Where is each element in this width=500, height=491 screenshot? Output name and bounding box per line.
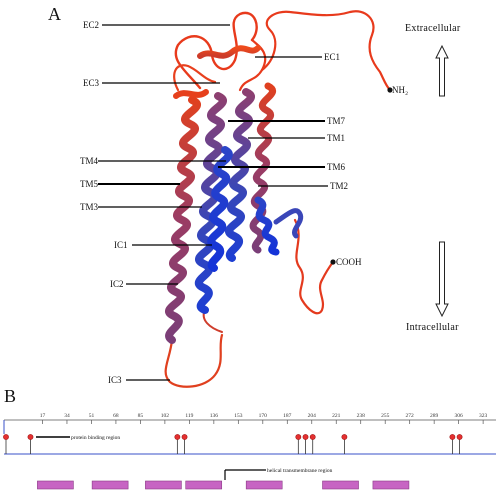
lollipop-marker <box>341 434 348 440</box>
tick-label: 102 <box>161 413 170 419</box>
label-cooh: COOH <box>336 257 362 267</box>
lollipop-marker <box>302 434 309 440</box>
helix-segment <box>245 480 283 490</box>
label-tm1: TM1 <box>327 133 345 143</box>
up-arrow-icon <box>435 44 449 97</box>
protein-binding-label: protein binding region <box>71 435 120 441</box>
tick-label: 85 <box>138 413 144 419</box>
tick-label: 238 <box>357 413 366 419</box>
label-tm2: TM2 <box>330 181 348 191</box>
lollipop-marker <box>181 434 188 440</box>
extracellular-label: Extracellular <box>405 23 461 34</box>
helix-segment <box>145 480 182 490</box>
helix-segment <box>372 480 410 490</box>
tick-label: 136 <box>210 413 219 419</box>
lollipop-marker <box>174 434 181 440</box>
tick-label: 119 <box>185 413 193 419</box>
panel-b-label: B <box>4 386 16 406</box>
tick-label: 272 <box>406 413 415 419</box>
tick-label: 204 <box>308 413 317 419</box>
label-ec1: EC1 <box>324 52 340 62</box>
label-ic1: IC1 <box>114 240 128 250</box>
helix-segment <box>91 480 129 490</box>
tick-label: 221 <box>332 413 341 419</box>
tick-label: 289 <box>430 413 439 419</box>
panel-b: B 17 34 51 68 85 102 119 136 153 170 187 204 221 238 2… <box>3 386 496 490</box>
tick-label: 187 <box>283 413 292 419</box>
lollipop-marker <box>449 434 456 440</box>
label-tm3: TM3 <box>80 202 99 212</box>
helix-segment <box>185 480 223 490</box>
tick-label: 255 <box>381 413 390 419</box>
label-nh2: NH₂ <box>392 85 408 95</box>
tick-label: 34 <box>64 413 70 419</box>
label-tm4: TM4 <box>80 156 99 166</box>
label-ec2: EC2 <box>83 20 99 30</box>
tick-label: 153 <box>234 413 243 419</box>
label-tm7: TM7 <box>327 116 346 126</box>
helix-segment <box>322 480 359 490</box>
intracellular-label: Intracellular <box>406 322 459 333</box>
label-tm5: TM5 <box>80 179 99 189</box>
panel-a-label: A <box>48 4 61 24</box>
tick-label: 17 <box>40 413 46 419</box>
label-ic3: IC3 <box>108 375 122 385</box>
tick-label: 68 <box>113 413 119 419</box>
helical-region-label: helical transmembrane region <box>267 468 333 474</box>
protein-structure <box>164 10 392 388</box>
lollipop-markers <box>3 434 463 454</box>
cooh-terminus-dot <box>330 259 336 265</box>
lollipop-marker <box>295 434 302 440</box>
tick-marks: 17 34 51 68 85 102 119 136 153 170 187 204 221 238 255… <box>40 413 488 424</box>
tick-label: 323 <box>479 413 488 419</box>
tick-label: 306 <box>455 413 464 419</box>
label-tm6: TM6 <box>327 162 346 172</box>
lollipop-marker <box>309 434 316 440</box>
helix-segment <box>37 480 74 490</box>
nh2-terminus-dot <box>387 87 393 93</box>
lollipop-marker <box>27 434 34 440</box>
label-ec3: EC3 <box>83 78 100 88</box>
tick-label: 51 <box>89 413 95 419</box>
lollipop-marker <box>3 434 9 440</box>
lollipop-marker <box>456 434 463 440</box>
down-arrow-icon <box>435 241 449 318</box>
panel-a: A <box>48 4 461 388</box>
tick-label: 170 <box>259 413 268 419</box>
leader-lines <box>98 24 328 381</box>
helix-segments <box>37 480 410 490</box>
label-ic2: IC2 <box>110 279 124 289</box>
